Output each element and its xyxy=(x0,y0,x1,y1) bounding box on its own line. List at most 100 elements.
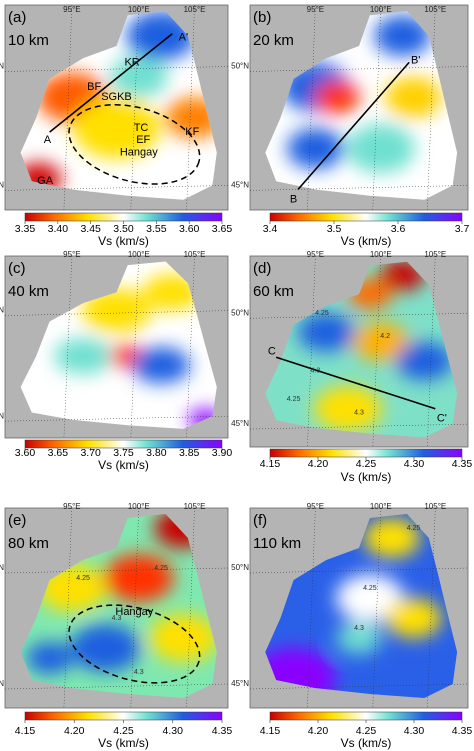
colorbar-tick-label: 4.20 xyxy=(308,725,329,737)
anomaly xyxy=(54,337,113,375)
velocity-field xyxy=(26,514,217,674)
parallel xyxy=(249,313,469,319)
anomaly xyxy=(396,341,453,381)
colorbar xyxy=(24,711,223,721)
colorbar-tick-label: 3.5 xyxy=(327,223,342,235)
profile-line xyxy=(297,61,410,191)
anomaly xyxy=(287,128,344,169)
anomaly xyxy=(314,385,383,432)
annotation: 4.3 xyxy=(134,669,144,676)
anomaly xyxy=(81,288,152,333)
anomaly xyxy=(336,622,382,654)
anomaly xyxy=(132,347,191,384)
annotation: A' xyxy=(179,32,188,44)
depth-label: 110 km xyxy=(253,535,301,552)
anomaly xyxy=(374,15,431,57)
anomaly xyxy=(70,624,141,672)
lat-label: 50°N xyxy=(231,308,249,317)
anomaly xyxy=(385,76,442,118)
meridian xyxy=(130,4,140,211)
annotation: SGKB xyxy=(101,91,132,103)
lon-label: 100°E xyxy=(128,250,150,259)
meridian xyxy=(63,255,73,439)
panel-label: (e) xyxy=(8,512,26,529)
anomaly xyxy=(73,97,160,159)
annotation: 4.25 xyxy=(154,565,168,572)
parallel xyxy=(249,683,469,690)
anomaly xyxy=(109,56,168,98)
annotation: 4.25 xyxy=(76,575,90,582)
parallel xyxy=(249,66,469,72)
colorbar-tick-label: 3.4 xyxy=(263,223,278,235)
depth-label: 60 km xyxy=(253,283,294,300)
colorbar-tick-label: 4.35 xyxy=(452,458,473,470)
annotation: 4.25 xyxy=(407,525,421,532)
colorbar-tick-label: 4.30 xyxy=(163,725,184,737)
lat-label: 45°N xyxy=(0,181,4,190)
colorbar-tick-label: 4.15 xyxy=(15,725,36,737)
annotation: 4.2 xyxy=(380,333,390,340)
annotation: 4.25 xyxy=(287,396,301,403)
meridian xyxy=(427,507,436,709)
colorbar-tick-label: 4.25 xyxy=(356,458,377,470)
anomaly xyxy=(346,123,415,174)
lon-label: 100°E xyxy=(128,5,150,14)
hangay-outline xyxy=(68,604,201,684)
colorbar-tick-label: 3.75 xyxy=(113,447,134,459)
lat-label: 45°N xyxy=(231,679,249,688)
lon-label: 105°E xyxy=(424,250,446,259)
annotation: EF xyxy=(136,134,150,146)
annotation: 4.3 xyxy=(354,409,364,416)
panel-label: (a) xyxy=(8,9,26,26)
colorbar-tick-label: 3.40 xyxy=(48,223,69,235)
colorbar-tick-label: 3.35 xyxy=(15,223,36,235)
colorbar-tick-label: 3.80 xyxy=(146,447,167,459)
meridian xyxy=(307,4,316,211)
meridian xyxy=(63,4,73,211)
anomaly xyxy=(363,518,421,558)
lat-label: 45°N xyxy=(0,411,4,420)
lat-label: 50°N xyxy=(0,306,4,315)
lon-label: 105°E xyxy=(424,502,446,511)
meridian xyxy=(130,255,140,439)
colorbar-tick-label: 3.60 xyxy=(15,447,36,459)
colorbar-tick-label: 4.15 xyxy=(260,725,281,737)
meridian xyxy=(372,507,382,709)
panel-label: (d) xyxy=(253,260,271,277)
depth-label: 80 km xyxy=(8,535,49,552)
lon-label: 105°E xyxy=(184,250,206,259)
parallel xyxy=(4,310,229,316)
annotation: KR xyxy=(124,56,139,68)
colorbar-label: Vs (km/s) xyxy=(98,736,149,750)
colorbar-tick-label: 4.35 xyxy=(212,725,233,737)
meridian xyxy=(186,507,195,709)
colorbar-tick-label: 4.30 xyxy=(404,725,425,737)
lat-label: 50°N xyxy=(0,62,4,71)
lon-label: 95°E xyxy=(307,502,324,511)
parallel xyxy=(4,567,229,574)
colorbar-label: Vs (km/s) xyxy=(341,736,392,750)
depth-label: 40 km xyxy=(8,283,49,300)
profile-line xyxy=(49,33,173,133)
parallel xyxy=(249,423,469,430)
meridian xyxy=(427,4,436,211)
colorbar-tick-label: 4.30 xyxy=(404,458,425,470)
colorbar-tick-label: 3.60 xyxy=(179,223,200,235)
map-panel: (c) 40 km 95°E 100°E 105°E 50°N 45°N 3.60 3.65 3.… xyxy=(0,250,232,472)
map-panel: (b) 20 km 95°E 100°E 105°E 50°N 45°N B B' 3.4 3.5 3… xyxy=(231,4,469,248)
meridian xyxy=(307,507,316,709)
anomalies xyxy=(26,514,217,674)
colorbar-tick-label: 3.45 xyxy=(80,223,101,235)
annotation: Hangay xyxy=(115,606,153,618)
meridian xyxy=(186,255,195,439)
anomaly xyxy=(352,322,410,362)
meridian xyxy=(186,4,195,211)
colorbar xyxy=(269,711,463,721)
depth-label: 10 km xyxy=(8,32,49,49)
annotation: B' xyxy=(411,54,420,66)
velocity-field xyxy=(54,274,217,429)
meridian xyxy=(307,255,316,448)
lon-label: 100°E xyxy=(370,5,392,14)
colorbar-label: Vs (km/s) xyxy=(98,234,149,248)
lat-label: 50°N xyxy=(0,563,4,572)
